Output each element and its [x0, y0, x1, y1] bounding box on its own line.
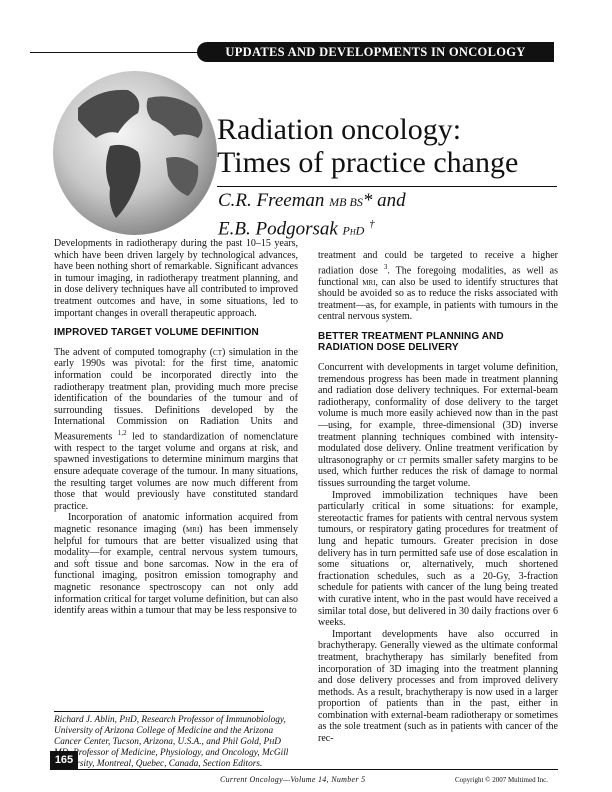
author-2-mark: †: [369, 218, 375, 230]
globe-icon: [53, 71, 217, 235]
article-title: Radiation oncology: Times of practice ch…: [217, 113, 557, 179]
header-rule: [30, 52, 200, 53]
section-heading-treatment-planning: BETTER TREATMENT PLANNING AND RADIATION …: [318, 330, 504, 354]
section-banner: UPDATES AND DEVELOPMENTS IN ONCOLOGY: [197, 42, 554, 62]
column-left: Developments in radiotherapy during the …: [54, 238, 298, 617]
author-2-degree: PhD: [342, 223, 365, 238]
author-2-name: E.B. Podgorsak: [218, 218, 338, 240]
footnote-rule: [54, 711, 264, 712]
paragraph-mri: Incorporation of anatomic information ac…: [54, 512, 299, 617]
author-1: C.R. Freeman MB BS* and: [218, 190, 558, 213]
author-1-mark: * and: [362, 190, 406, 211]
citation: 3: [383, 262, 388, 271]
journal-citation: Current Oncology—Volume 14, Number 5: [220, 775, 366, 784]
intro-paragraph: Developments in radiotherapy during the …: [54, 238, 298, 319]
title-rule: [217, 186, 557, 187]
title-line-2: Times of practice change: [217, 146, 519, 179]
column-right: treatment and could be targeted to recei…: [318, 250, 558, 745]
copyright-notice: Copyright © 2007 Multimed Inc.: [455, 776, 549, 784]
author-1-name: C.R. Freeman: [218, 190, 325, 211]
author-2: E.B. Podgorsak PhD †: [218, 213, 558, 241]
page-number: 165: [50, 751, 78, 769]
paragraph-planning: Concurrent with developments in target v…: [318, 362, 558, 490]
author-block: C.R. Freeman MB BS* and E.B. Podgorsak P…: [218, 190, 558, 241]
paragraph-continued: treatment and could be targeted to recei…: [318, 250, 559, 323]
author-1-degree: MB BS: [329, 195, 363, 209]
section-heading-target-volume: IMPROVED TARGET VOLUME DEFINITION: [54, 327, 259, 339]
footer-rule: [50, 769, 558, 770]
title-line-1: Radiation oncology:: [217, 113, 462, 146]
paragraph-brachytherapy: Important developments have also occurre…: [318, 628, 558, 745]
paragraph-ct: The advent of computed tomography (ct) s…: [54, 346, 298, 512]
paragraph-immobilization: Improved immobilization techniques have …: [318, 489, 558, 629]
section-editors-footnote: Richard J. Ablin, PhD, Research Professo…: [54, 715, 289, 769]
citation: 1,2: [117, 428, 127, 437]
